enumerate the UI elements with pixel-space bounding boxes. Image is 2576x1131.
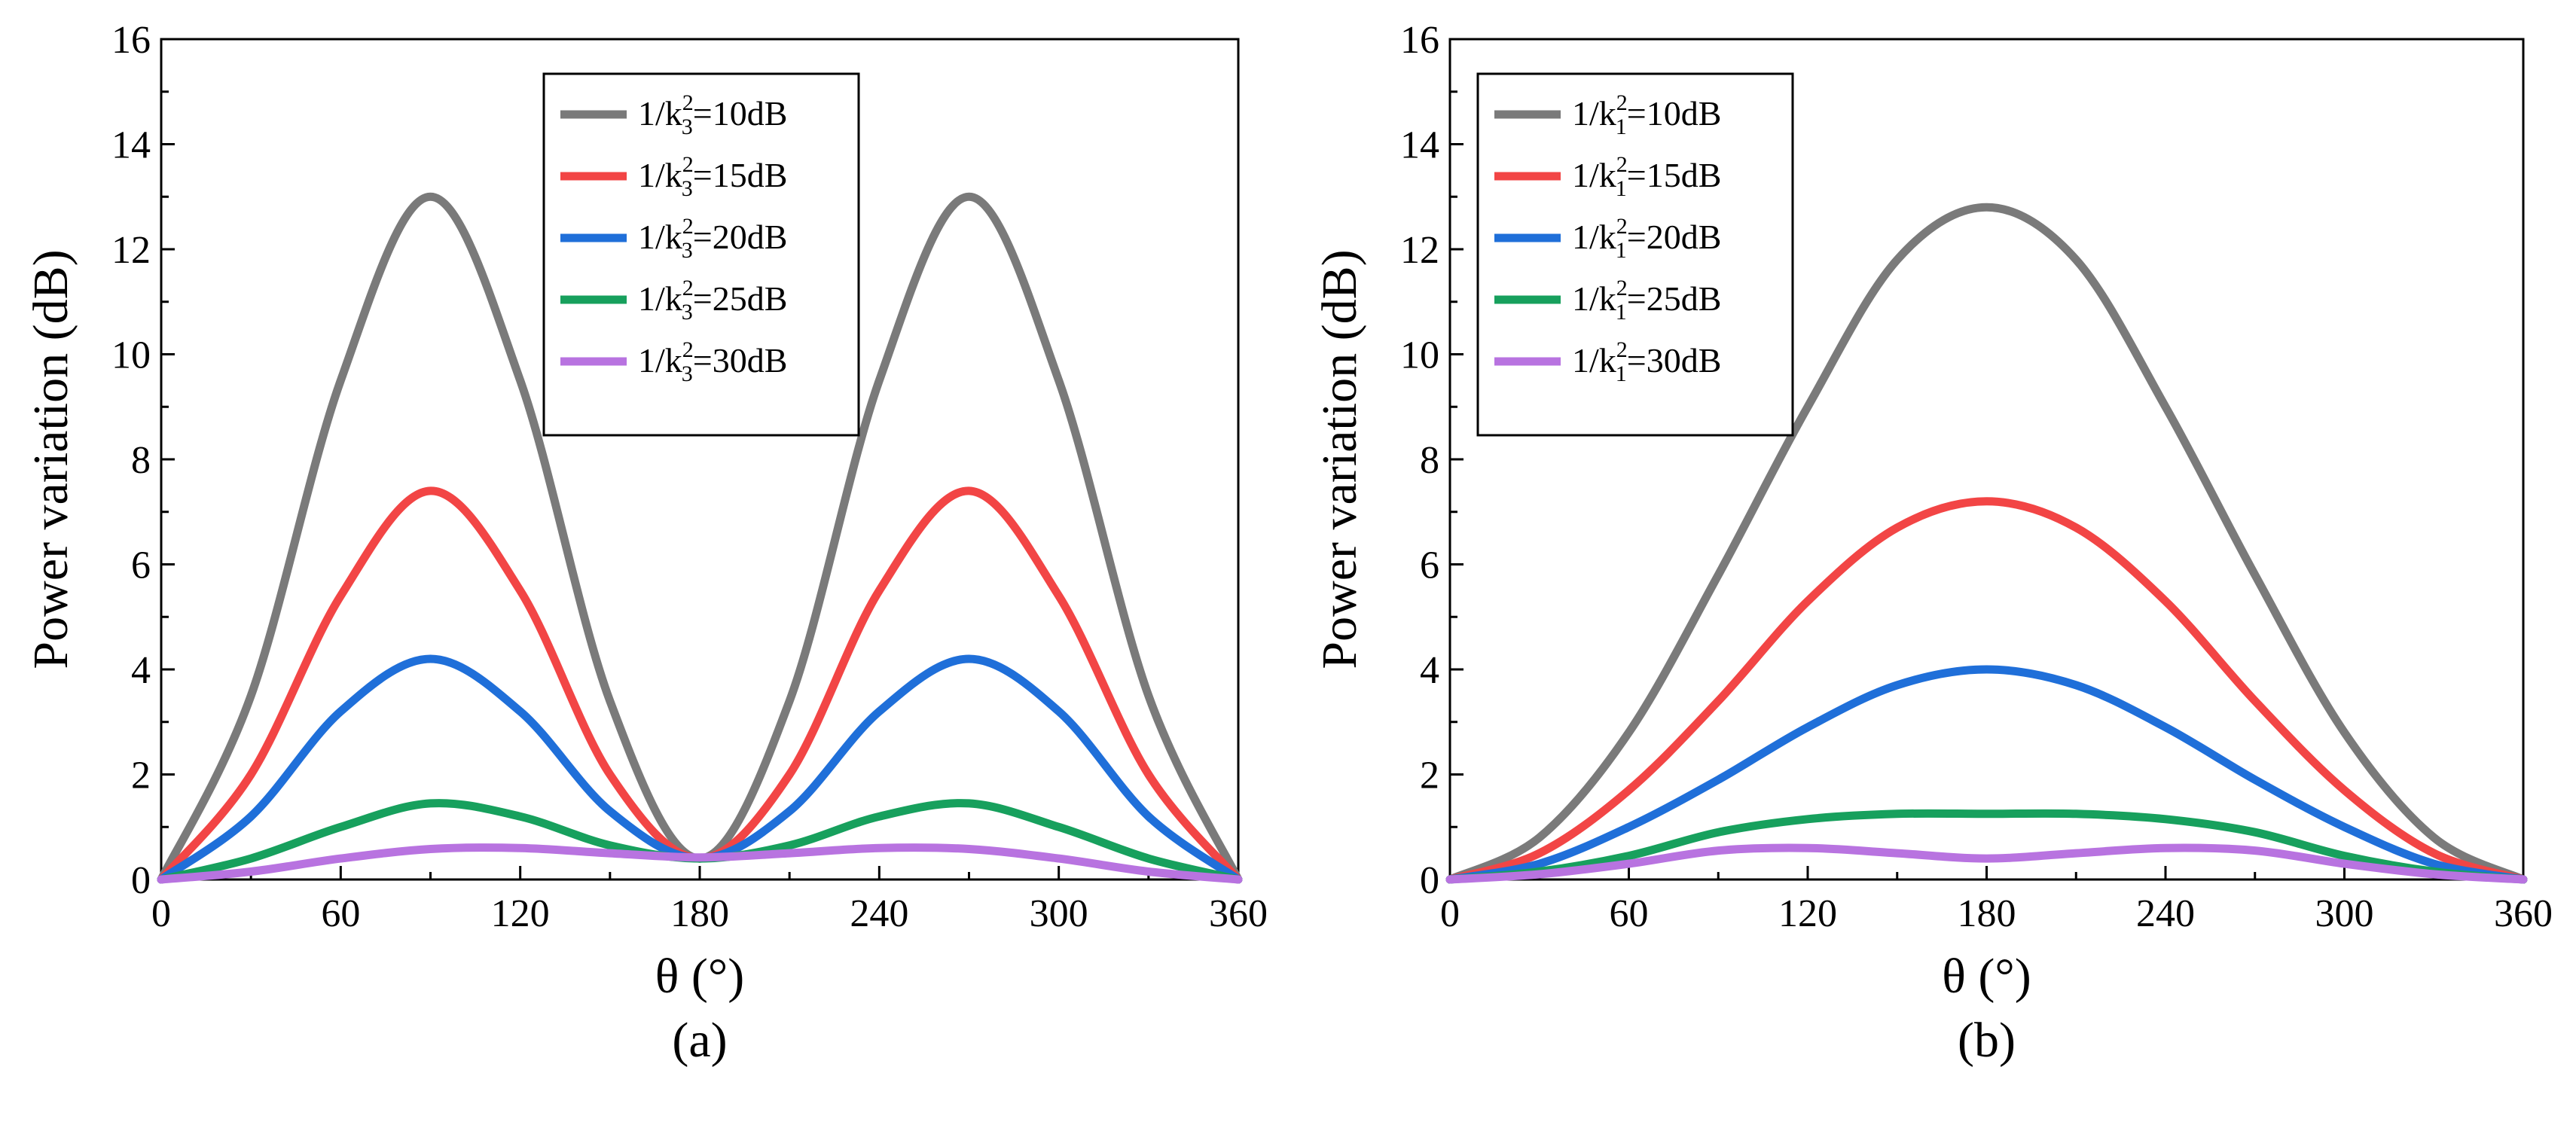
y-tick-label: 0 [131,859,151,902]
series-line [157,843,1243,884]
x-tick-label: 0 [1440,892,1460,935]
legend-entry: 1/k2 1=30dB [1572,337,1721,386]
legend-entry: 1/k2 3=20dB [638,214,787,263]
y-tick-label: 12 [111,229,151,272]
x-tick-label: 300 [1030,892,1088,935]
y-tick-label: 8 [1420,439,1439,482]
series-line [1445,809,2528,884]
legend-entry: 1/k2 3=10dB [638,90,787,139]
x-tick-label: 60 [321,892,360,935]
legend-entry: 1/k2 3=15dB [638,152,787,201]
y-tick-label: 6 [131,544,151,587]
y-tick-label: 4 [131,649,151,692]
series-line [157,486,1243,884]
x-axis-title: θ (°) [1942,949,2031,1004]
y-tick-label: 4 [1420,649,1439,692]
series-line [1445,203,2528,884]
x-tick-label: 180 [1958,892,2016,935]
y-axis-title: Power variation (dB) [23,249,78,669]
y-tick-label: 2 [131,755,151,797]
legend-box [1476,72,1794,437]
series-line [1445,843,2528,884]
legend-entry: 1/k2 1=15dB [1572,152,1721,201]
y-tick-label: 10 [111,334,151,377]
x-tick-label: 60 [1610,892,1649,935]
series-line [1445,497,2528,884]
panel-label: (b) [1958,1013,2016,1068]
legend-entry: 1/k2 1=20dB [1572,214,1721,263]
x-tick-label: 120 [491,892,550,935]
x-tick-label: 240 [850,892,908,935]
series-line [157,654,1243,884]
panel-label: (a) [672,1013,727,1068]
series-line [1445,665,2528,884]
legend: 1/k2 1=10dB 1/k2 1=15dB 1/k2 1=20dB 1/k2 1=25dB… [1476,72,1794,437]
x-tick-label: 180 [670,892,729,935]
legend: 1/k2 3=10dB 1/k2 3=15dB 1/k2 3=20dB 1/k2 3=25dB… [542,72,860,437]
chart-panel-a: 0 2 4 6 8 10 12 14 16 0 60 120 180 240 300 360 θ (°) Powe… [23,19,1268,1068]
legend-entry: 1/k2 3=30dB [638,337,787,386]
legend-entry: 1/k2 3=25dB [638,276,787,325]
chart-panel-b: 0 2 4 6 8 10 12 14 16 0 60 120 180 240 300 360 θ (°) Powe… [1312,19,2553,1068]
y-tick-label: 6 [1420,544,1439,587]
y-axis-title: Power variation (dB) [1312,249,1367,669]
y-tick-label: 10 [1400,334,1439,377]
x-tick-label: 360 [1209,892,1268,935]
x-tick-label: 0 [151,892,171,935]
y-tick-label: 16 [1400,19,1439,62]
y-tick-label: 8 [131,439,151,482]
x-tick-label: 240 [2136,892,2195,935]
y-tick-label: 14 [111,124,151,167]
y-tick-label: 12 [1400,229,1439,272]
x-tick-label: 300 [2315,892,2374,935]
y-tick-label: 16 [111,19,151,62]
x-tick-label: 360 [2494,892,2553,935]
x-axis-title: θ (°) [655,949,744,1004]
x-tick-label: 120 [1778,892,1837,935]
y-tick-label: 0 [1420,859,1439,902]
y-tick-label: 14 [1400,124,1439,167]
legend-entry: 1/k2 1=25dB [1572,276,1721,325]
y-tick-label: 2 [1420,755,1439,797]
legend-entry: 1/k2 1=10dB [1572,90,1721,139]
legend-box [542,72,860,437]
